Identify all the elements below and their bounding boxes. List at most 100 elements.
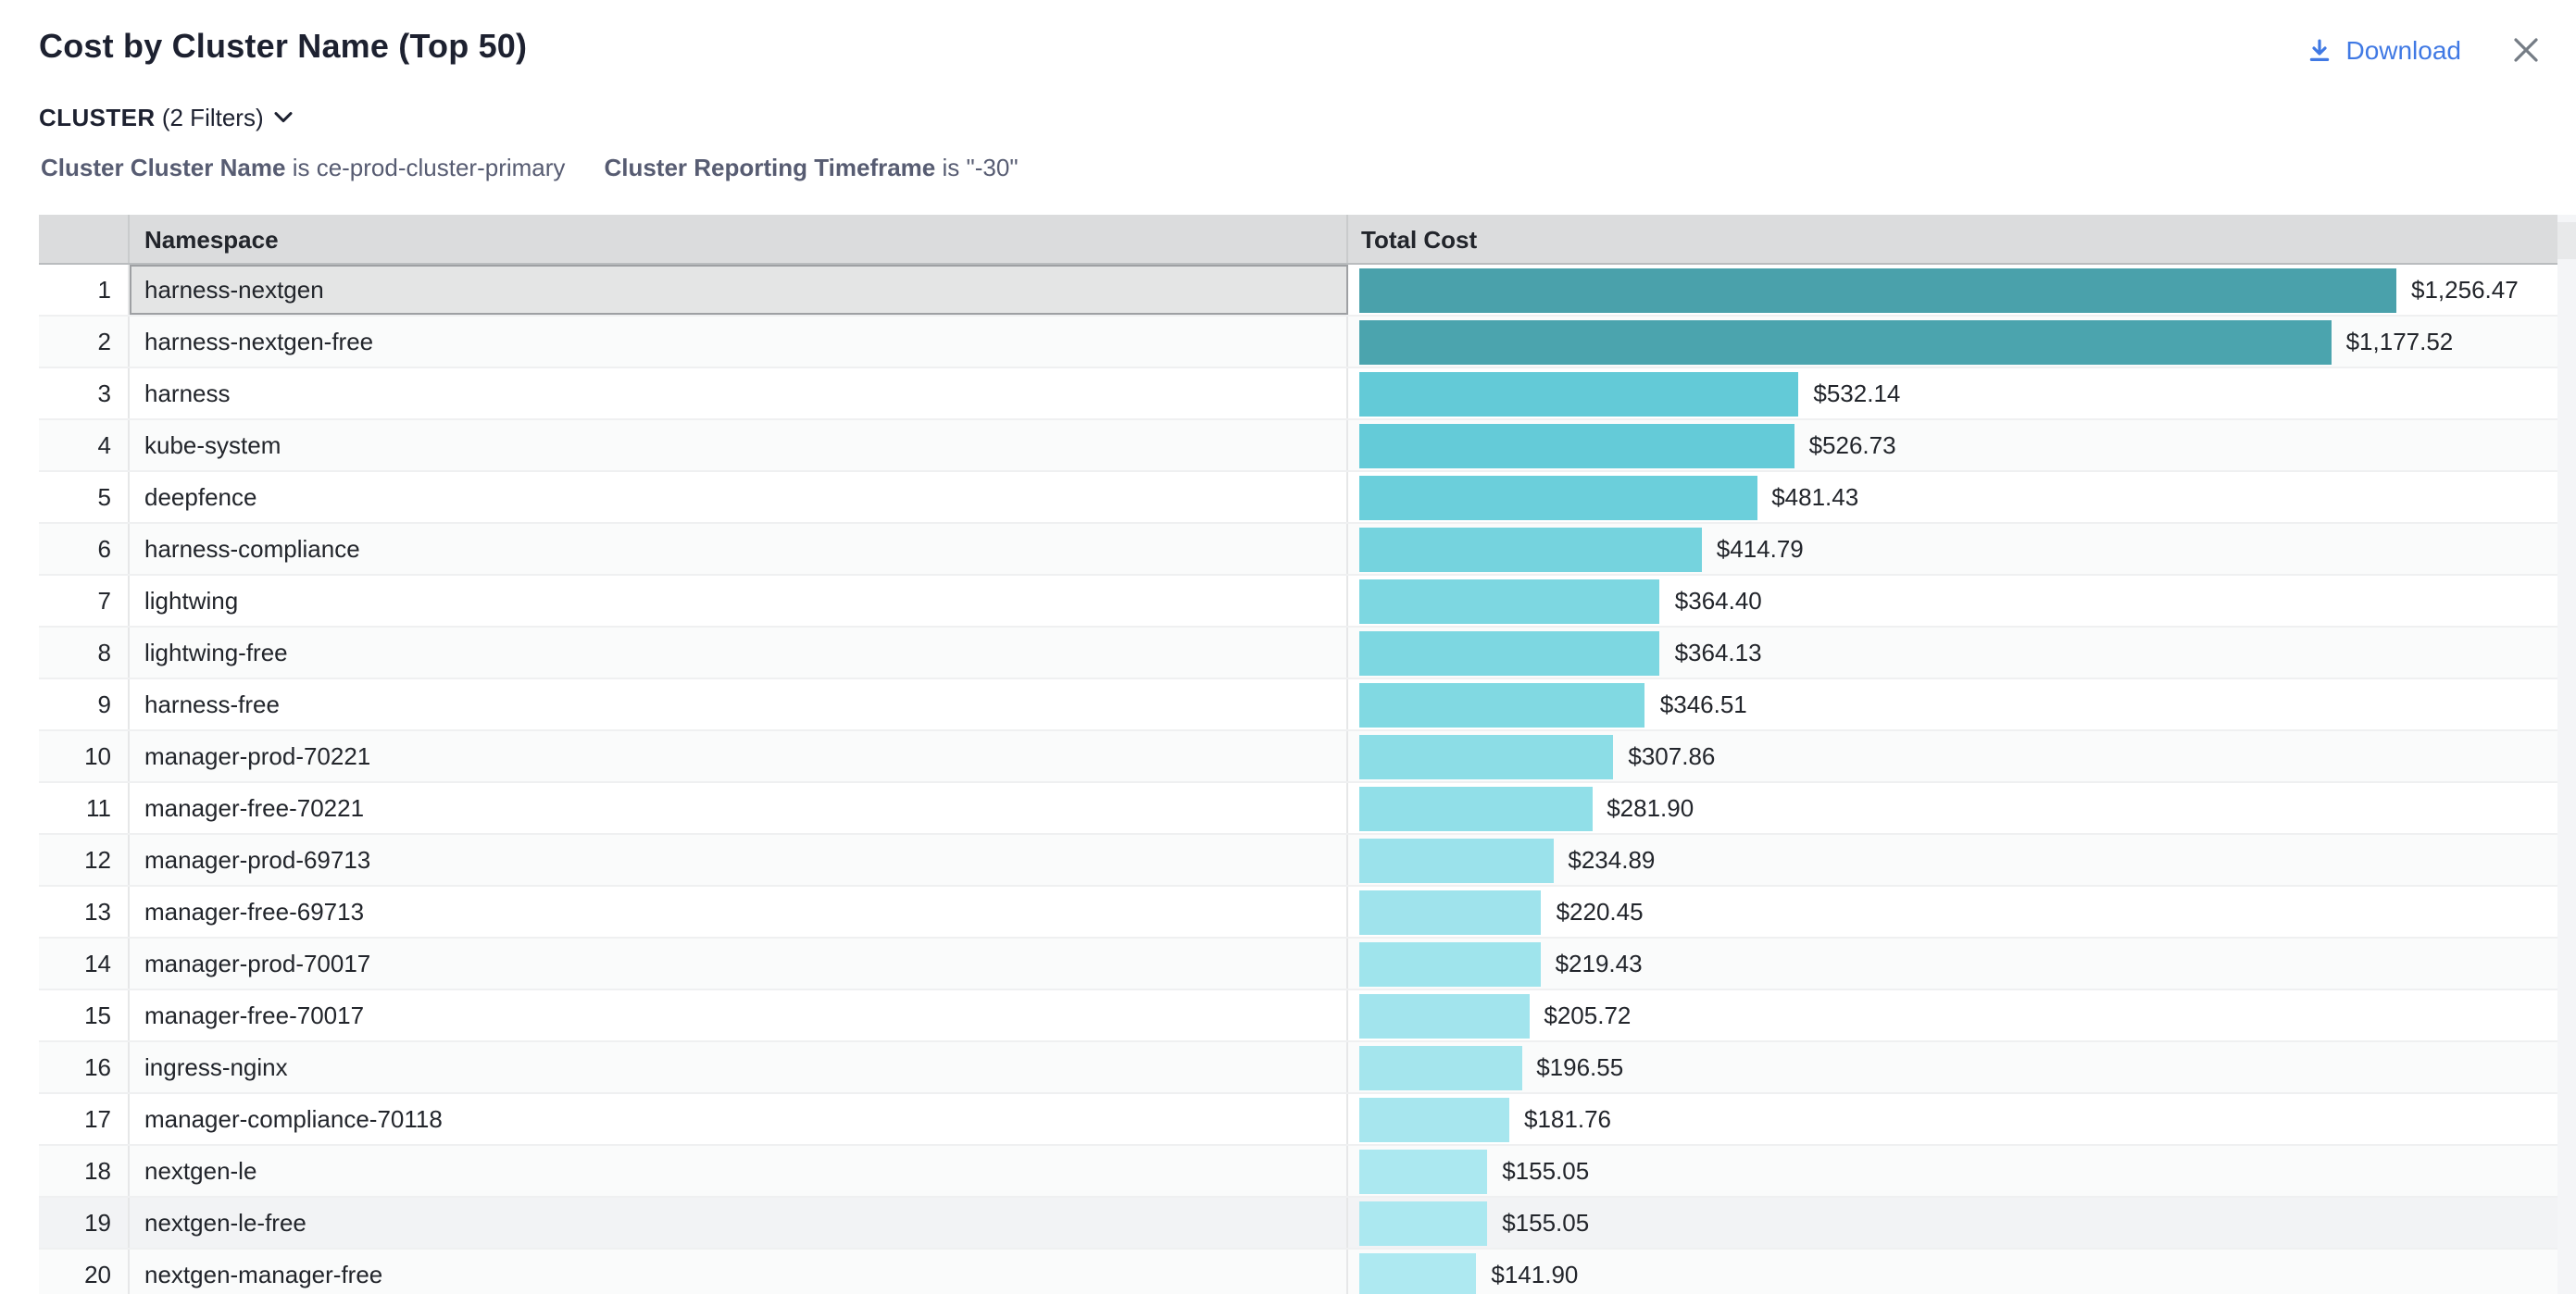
cost-bar bbox=[1359, 1149, 1488, 1193]
table-row[interactable]: 5 deepfence $481.43 bbox=[39, 472, 2557, 524]
download-label: Download bbox=[2345, 35, 2461, 65]
row-rank: 17 bbox=[39, 1094, 130, 1144]
cost-bar bbox=[1359, 527, 1702, 571]
table-header-row: Namespace Total Cost bbox=[39, 215, 2557, 265]
namespace-cell[interactable]: nextgen-le-free bbox=[130, 1198, 1348, 1248]
cost-cell: $364.13 bbox=[1348, 628, 2557, 678]
namespace-cell[interactable]: ingress-nginx bbox=[130, 1042, 1348, 1092]
table-row[interactable]: 1 harness-nextgen $1,256.47 bbox=[39, 265, 2557, 317]
cost-cell: $414.79 bbox=[1348, 524, 2557, 574]
namespace-cell[interactable]: kube-system bbox=[130, 420, 1348, 470]
table-row[interactable]: 15 manager-free-70017 $205.72 bbox=[39, 990, 2557, 1042]
table-row[interactable]: 7 lightwing $364.40 bbox=[39, 576, 2557, 628]
chevron-down-icon bbox=[275, 111, 294, 124]
namespace-cell[interactable]: harness-nextgen bbox=[130, 265, 1348, 315]
cost-bar bbox=[1359, 1201, 1488, 1245]
table-row[interactable]: 13 manager-free-69713 $220.45 bbox=[39, 887, 2557, 939]
namespace-cell[interactable]: manager-free-70017 bbox=[130, 990, 1348, 1040]
table-row[interactable]: 9 harness-free $346.51 bbox=[39, 679, 2557, 731]
namespace-column-header[interactable]: Namespace bbox=[130, 215, 1348, 263]
table-row[interactable]: 10 manager-prod-70221 $307.86 bbox=[39, 731, 2557, 783]
cost-cell: $346.51 bbox=[1348, 679, 2557, 729]
row-rank: 14 bbox=[39, 939, 130, 989]
row-rank: 20 bbox=[39, 1250, 130, 1294]
cost-bar bbox=[1359, 941, 1541, 986]
namespace-cell[interactable]: harness-free bbox=[130, 679, 1348, 729]
namespace-cell[interactable]: harness bbox=[130, 368, 1348, 418]
cost-cell: $219.43 bbox=[1348, 939, 2557, 989]
total-cost-column-header[interactable]: Total Cost bbox=[1361, 225, 1478, 253]
table-row[interactable]: 8 lightwing-free $364.13 bbox=[39, 628, 2557, 679]
row-rank: 13 bbox=[39, 887, 130, 937]
namespace-cell[interactable]: harness-compliance bbox=[130, 524, 1348, 574]
cost-cell: $307.86 bbox=[1348, 731, 2557, 781]
namespace-cell[interactable]: nextgen-le bbox=[130, 1146, 1348, 1196]
cost-bar bbox=[1359, 734, 1614, 778]
vertical-scrollbar[interactable] bbox=[2557, 215, 2576, 1294]
row-rank: 15 bbox=[39, 990, 130, 1040]
close-button[interactable] bbox=[2509, 33, 2543, 67]
cost-bar bbox=[1359, 630, 1660, 675]
row-rank: 1 bbox=[39, 265, 130, 315]
cost-bar bbox=[1359, 371, 1799, 416]
table-row[interactable]: 19 nextgen-le-free $155.05 bbox=[39, 1198, 2557, 1250]
cost-value: $414.79 bbox=[1716, 535, 1804, 563]
scrollbar-thumb[interactable] bbox=[2557, 222, 2576, 259]
namespace-cell[interactable]: harness-nextgen-free bbox=[130, 317, 1348, 367]
cost-bar bbox=[1359, 1045, 1522, 1089]
cost-value: $346.51 bbox=[1659, 691, 1747, 718]
cost-value: $307.86 bbox=[1628, 742, 1716, 770]
table-row[interactable]: 18 nextgen-le $155.05 bbox=[39, 1146, 2557, 1198]
namespace-cell[interactable]: nextgen-manager-free bbox=[130, 1250, 1348, 1294]
cost-bar bbox=[1359, 1252, 1477, 1294]
row-rank: 19 bbox=[39, 1198, 130, 1248]
filter-condition: is ce-prod-cluster-primary bbox=[292, 154, 566, 181]
table-row[interactable]: 2 harness-nextgen-free $1,177.52 bbox=[39, 317, 2557, 368]
row-rank: 18 bbox=[39, 1146, 130, 1196]
cost-cell: $481.43 bbox=[1348, 472, 2557, 522]
namespace-cell[interactable]: manager-free-70221 bbox=[130, 783, 1348, 833]
cost-value: $181.76 bbox=[1524, 1105, 1611, 1133]
close-icon bbox=[2513, 37, 2539, 63]
namespace-cell[interactable]: lightwing bbox=[130, 576, 1348, 626]
row-rank: 11 bbox=[39, 783, 130, 833]
cost-bar bbox=[1359, 890, 1542, 934]
cost-value: $364.40 bbox=[1674, 587, 1762, 615]
row-rank: 12 bbox=[39, 835, 130, 885]
page-title: Cost by Cluster Name (Top 50) bbox=[39, 28, 528, 65]
download-button[interactable]: Download bbox=[2305, 35, 2461, 65]
namespace-cell[interactable]: manager-compliance-70118 bbox=[130, 1094, 1348, 1144]
namespace-cell[interactable]: manager-prod-70221 bbox=[130, 731, 1348, 781]
cost-value: $281.90 bbox=[1607, 794, 1694, 822]
cost-bar bbox=[1359, 838, 1554, 882]
table-row[interactable]: 11 manager-free-70221 $281.90 bbox=[39, 783, 2557, 835]
namespace-cell[interactable]: deepfence bbox=[130, 472, 1348, 522]
namespace-cell[interactable]: lightwing-free bbox=[130, 628, 1348, 678]
cost-value: $364.13 bbox=[1674, 639, 1762, 666]
table-row[interactable]: 4 kube-system $526.73 bbox=[39, 420, 2557, 472]
cost-cell: $1,256.47 bbox=[1348, 265, 2557, 315]
download-icon bbox=[2305, 36, 2332, 64]
table-row[interactable]: 16 ingress-nginx $196.55 bbox=[39, 1042, 2557, 1094]
namespace-cell[interactable]: manager-prod-69713 bbox=[130, 835, 1348, 885]
row-rank: 4 bbox=[39, 420, 130, 470]
cost-value: $526.73 bbox=[1808, 431, 1896, 459]
cost-bar bbox=[1359, 423, 1794, 467]
filter-field: Cluster Cluster Name bbox=[41, 154, 286, 181]
table-row[interactable]: 20 nextgen-manager-free $141.90 bbox=[39, 1250, 2557, 1294]
table-body: 1 harness-nextgen $1,256.47 2 harness-nextge… bbox=[39, 265, 2557, 1294]
table-row[interactable]: 12 manager-prod-69713 $234.89 bbox=[39, 835, 2557, 887]
table-row[interactable]: 3 harness $532.14 bbox=[39, 368, 2557, 420]
table-row[interactable]: 14 manager-prod-70017 $219.43 bbox=[39, 939, 2557, 990]
cost-bar bbox=[1359, 268, 2396, 312]
cost-cell: $205.72 bbox=[1348, 990, 2557, 1040]
row-rank: 2 bbox=[39, 317, 130, 367]
namespace-cell[interactable]: manager-prod-70017 bbox=[130, 939, 1348, 989]
filter-group-toggle[interactable]: CLUSTER (2 Filters) bbox=[39, 104, 2576, 131]
namespace-cell[interactable]: manager-free-69713 bbox=[130, 887, 1348, 937]
row-rank: 8 bbox=[39, 628, 130, 678]
table-row[interactable]: 17 manager-compliance-70118 $181.76 bbox=[39, 1094, 2557, 1146]
cost-value: $481.43 bbox=[1771, 483, 1859, 511]
table-row[interactable]: 6 harness-compliance $414.79 bbox=[39, 524, 2557, 576]
